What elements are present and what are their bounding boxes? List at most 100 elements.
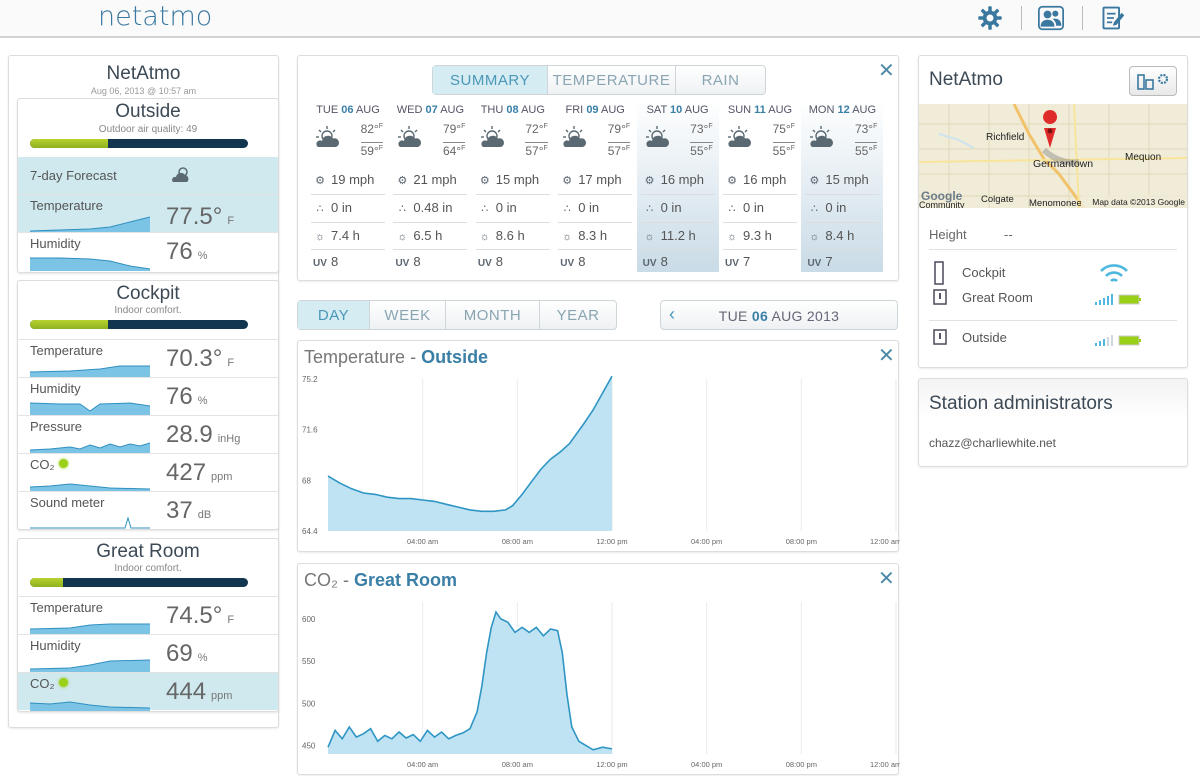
height-value: --: [1004, 227, 1013, 242]
location-map[interactable]: Richfield Germantown Mequon Colgate Meno…: [919, 104, 1187, 208]
day-name: WED 07 AUG: [395, 104, 465, 116]
day-name: THU 08 AUG: [478, 104, 548, 116]
temperature-row[interactable]: Temperature 74.5° F: [18, 596, 278, 635]
row-label: Temperature: [30, 343, 103, 358]
tab-day[interactable]: DAY: [298, 301, 370, 329]
divider: [723, 194, 797, 195]
temperature-row[interactable]: Temperature 70.3° F: [18, 339, 278, 378]
partly-cloudy-icon: [728, 126, 752, 147]
day-month: AUG: [355, 104, 380, 116]
date-picker[interactable]: ‹ TUE 06 AUG 2013: [660, 300, 898, 330]
divider: [475, 222, 550, 223]
y-tick-label: 450: [302, 742, 316, 751]
wifi-signal-icon: [1100, 264, 1128, 283]
sun-icon: ☼: [397, 231, 408, 243]
chart-title-module: Outside: [421, 347, 489, 367]
module-outside: Outside Outdoor air quality: 49 7-day Fo…: [17, 98, 279, 273]
module-name[interactable]: Great Room: [962, 290, 1033, 305]
day-name: TUE 06 AUG: [313, 104, 383, 116]
comfort-fill: [30, 578, 63, 587]
close-icon[interactable]: ✕: [878, 345, 895, 367]
temperature-row[interactable]: Temperature 77.5° F: [18, 194, 278, 233]
row-value: 76: [166, 238, 193, 265]
divider: [640, 194, 715, 195]
uv-value: 8: [413, 254, 421, 269]
close-icon[interactable]: ✕: [878, 568, 895, 590]
y-tick-label: 71.6: [302, 426, 318, 435]
wind-stat: ⚙ 19 mph: [313, 172, 374, 187]
wind-stat: ⚙ 21 mph: [395, 172, 456, 187]
air-quality-fill: [30, 139, 109, 148]
administrators-panel: Station administrators chazz@charliewhit…: [918, 378, 1188, 467]
divider: [929, 249, 1177, 250]
partly-cloudy-icon: [172, 167, 189, 182]
station-settings-button[interactable]: [1129, 66, 1177, 96]
forecast-day[interactable]: SAT 10 AUG 73°F 55°F ⚙ 16 mph ∴ 0 in ☼ 11.2 h UV 8: [636, 100, 719, 272]
pressure-row[interactable]: Pressure 28.9 inHg: [18, 415, 278, 454]
wind-stat: ⚙ 16 mph: [725, 172, 786, 187]
netatmo-logo[interactable]: netatmo: [98, 1, 213, 32]
humidity-row[interactable]: Humidity 76%: [18, 232, 278, 271]
tab-summary[interactable]: SUMMARY: [433, 66, 548, 94]
high-temp-value: 82°: [360, 122, 379, 136]
humidity-row[interactable]: Humidity 69%: [18, 634, 278, 673]
humidity-sparkline: [30, 402, 150, 416]
forecast-row[interactable]: 7-day Forecast: [18, 157, 278, 194]
chevron-left-icon[interactable]: ‹: [669, 304, 675, 324]
forecast-panel: SUMMARY TEMPERATURE RAIN ✕ TUE 06 AUG 82°…: [297, 55, 899, 281]
users-icon[interactable]: [1036, 5, 1066, 31]
tab-temperature[interactable]: TEMPERATURE: [548, 66, 676, 94]
uv-stat: UV 8: [560, 254, 585, 269]
row-unit: %: [197, 395, 208, 407]
forecast-day[interactable]: SUN 11 AUG 75°F 55°F ⚙ 16 mph ∴ 0 in ☼ 9.3 h UV 7: [719, 100, 801, 272]
edit-icon[interactable]: [1098, 5, 1128, 31]
sound-row[interactable]: Sound meter 37 dB: [18, 491, 278, 529]
admin-email[interactable]: chazz@charliewhite.net: [929, 436, 1056, 450]
low-temp: 59°F: [360, 142, 383, 158]
high-temp: 72°F: [525, 122, 547, 136]
module-name[interactable]: Outside: [962, 330, 1007, 345]
day-weekday: FRI: [565, 104, 584, 116]
tab-year[interactable]: YEAR: [556, 306, 600, 324]
wind-value: 15 mph: [825, 172, 869, 187]
tab-month[interactable]: MONTH: [446, 301, 540, 329]
uv-icon: UV: [725, 258, 739, 269]
divider: [805, 249, 880, 250]
co2-row[interactable]: CO₂ 427 ppm: [18, 453, 278, 492]
forecast-day[interactable]: TUE 06 AUG 82°F 59°F ⚙ 19 mph ∴ 0 in ☼ 7.4 h UV 8: [307, 100, 389, 272]
forecast-day[interactable]: THU 08 AUG 72°F 57°F ⚙ 15 mph ∴ 0 in ☼ 8.6 h UV 8: [472, 100, 554, 272]
divider: [393, 194, 468, 195]
module-name[interactable]: Cockpit: [962, 265, 1006, 280]
close-icon[interactable]: ✕: [878, 60, 895, 82]
forecast-day[interactable]: FRI 09 AUG 79°F 57°F ⚙ 17 mph ∴ 0 in ☼ 8.3 h UV 8: [554, 100, 636, 272]
gear-icon[interactable]: [975, 5, 1005, 31]
low-temp-value: 55°: [854, 144, 874, 158]
divider: [723, 222, 797, 223]
tab-rain[interactable]: RAIN: [701, 71, 740, 89]
co2-row[interactable]: CO₂ 444 ppm: [18, 672, 278, 711]
temp-unit: F: [708, 145, 713, 152]
day-name: FRI 09 AUG: [560, 104, 630, 116]
row-label: CO₂: [30, 676, 55, 691]
rain-icon: ∴: [398, 203, 406, 215]
row-label: Sound meter: [30, 495, 105, 510]
comfort-bar: [30, 578, 248, 587]
row-unit: %: [197, 652, 208, 664]
chart-title-metric: CO₂: [304, 570, 338, 590]
station-title: NetAtmo: [929, 69, 1003, 90]
high-temp-value: 73°: [690, 122, 709, 136]
partly-cloudy-icon: [316, 126, 340, 147]
tab-week[interactable]: WEEK: [370, 301, 446, 329]
humidity-row[interactable]: Humidity 76%: [18, 377, 278, 416]
row-value: 444: [166, 678, 207, 705]
forecast-day[interactable]: MON 12 AUG 73°F 55°F ⚙ 15 mph ∴ 0 in ☼ 8.4 h UV 7: [801, 100, 884, 272]
pressure-sparkline: [30, 442, 150, 454]
map-credit: Map data ©2013 Google: [1092, 197, 1185, 207]
row-unit: ppm: [211, 690, 233, 702]
wind-stat: ⚙ 17 mph: [560, 172, 621, 187]
x-tick-label: 04:00 am: [407, 537, 438, 546]
row-unit: inHg: [217, 433, 241, 445]
great-room-module-icon: [933, 289, 947, 305]
administrators-title: Station administrators: [929, 393, 1113, 414]
